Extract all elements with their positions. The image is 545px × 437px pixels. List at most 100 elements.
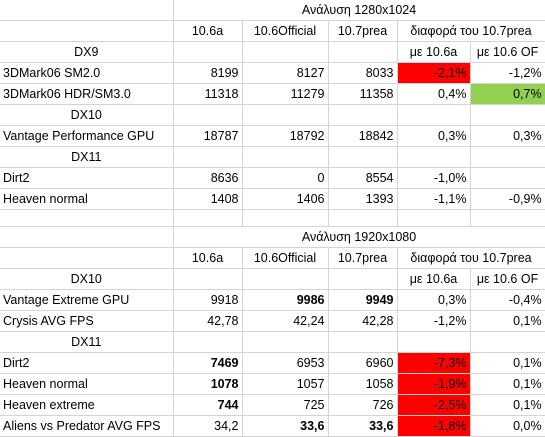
- value-10-7prea[interactable]: 8033: [328, 62, 398, 84]
- cell[interactable]: [173, 331, 243, 353]
- row-name[interactable]: Dirt2: [0, 352, 174, 374]
- value-10-6official[interactable]: 725: [242, 394, 329, 416]
- group-label-dx11[interactable]: DX11: [0, 331, 174, 353]
- value-10-6a[interactable]: 7469: [173, 352, 243, 374]
- cell[interactable]: [0, 20, 174, 42]
- col-header-difference[interactable]: διαφορά του 10.7prea: [397, 247, 545, 269]
- value-10-6official[interactable]: 0: [242, 167, 329, 189]
- row-name[interactable]: Vantage Performance GPU: [0, 125, 174, 147]
- cell[interactable]: [328, 104, 398, 126]
- diff-vs-10-6of[interactable]: 0,1%: [470, 394, 545, 416]
- row-name[interactable]: 3DMark06 HDR/SM3.0: [0, 83, 174, 105]
- section2-title[interactable]: Ανάλυση 1920x1080: [173, 226, 545, 248]
- cell[interactable]: [470, 146, 545, 168]
- value-10-7prea[interactable]: 1058: [328, 373, 398, 395]
- cell[interactable]: [328, 146, 398, 168]
- cell[interactable]: [397, 209, 471, 227]
- cell[interactable]: [397, 104, 471, 126]
- diff-vs-10-6a[interactable]: -1,2%: [397, 310, 471, 332]
- value-10-6official[interactable]: 8127: [242, 62, 329, 84]
- cell[interactable]: [397, 146, 471, 168]
- diff-vs-10-6of[interactable]: -0,9%: [470, 188, 545, 210]
- value-10-7prea[interactable]: 11358: [328, 83, 398, 105]
- diff-vs-10-6of[interactable]: 0,7%: [470, 83, 545, 105]
- value-10-6a[interactable]: 11318: [173, 83, 243, 105]
- cell[interactable]: [173, 104, 243, 126]
- diff-vs-10-6a[interactable]: -1,9%: [397, 373, 471, 395]
- col-header-10-7prea[interactable]: 10.7prea: [328, 247, 398, 269]
- cell[interactable]: [173, 41, 243, 63]
- cell[interactable]: [242, 146, 329, 168]
- value-10-6official[interactable]: 1406: [242, 188, 329, 210]
- value-10-7prea[interactable]: 18842: [328, 125, 398, 147]
- diff-vs-10-6a[interactable]: -2,1%: [397, 62, 471, 84]
- diff-vs-10-6of[interactable]: -1,2%: [470, 62, 545, 84]
- value-10-6a[interactable]: 42,78: [173, 310, 243, 332]
- diff-vs-10-6of[interactable]: 0,1%: [470, 352, 545, 374]
- group-label-dx10[interactable]: DX10: [0, 268, 174, 290]
- cell[interactable]: [0, 0, 174, 21]
- diff-vs-10-6of[interactable]: -0,4%: [470, 289, 545, 311]
- sub-header-vs-10-6a[interactable]: με 10.6a: [397, 268, 471, 290]
- value-10-6a[interactable]: 1078: [173, 373, 243, 395]
- value-10-6a[interactable]: 8636: [173, 167, 243, 189]
- cell[interactable]: [470, 331, 545, 353]
- diff-vs-10-6of[interactable]: 0,1%: [470, 310, 545, 332]
- row-name[interactable]: Crysis AVG FPS: [0, 310, 174, 332]
- cell[interactable]: [328, 41, 398, 63]
- value-10-6official[interactable]: 33,6: [242, 415, 329, 437]
- diff-vs-10-6a[interactable]: -2,5%: [397, 394, 471, 416]
- col-header-10-6a[interactable]: 10.6a: [173, 247, 243, 269]
- value-10-6official[interactable]: 6953: [242, 352, 329, 374]
- value-10-6a[interactable]: 34,2: [173, 415, 243, 437]
- value-10-7prea[interactable]: 6960: [328, 352, 398, 374]
- value-10-6a[interactable]: 744: [173, 394, 243, 416]
- cell[interactable]: [397, 331, 471, 353]
- row-name[interactable]: Heaven extreme: [0, 394, 174, 416]
- cell[interactable]: [242, 209, 329, 227]
- col-header-difference[interactable]: διαφορά του 10.7prea: [397, 20, 545, 42]
- value-10-6a[interactable]: 1408: [173, 188, 243, 210]
- cell[interactable]: [0, 209, 174, 227]
- cell[interactable]: [328, 268, 398, 290]
- diff-vs-10-6of[interactable]: 0,1%: [470, 373, 545, 395]
- value-10-7prea[interactable]: 9949: [328, 289, 398, 311]
- diff-vs-10-6a[interactable]: -1,0%: [397, 167, 471, 189]
- value-10-7prea[interactable]: 42,28: [328, 310, 398, 332]
- cell[interactable]: [470, 104, 545, 126]
- col-header-10-7prea[interactable]: 10.7prea: [328, 20, 398, 42]
- col-header-10-6official[interactable]: 10.6Official: [242, 20, 329, 42]
- cell[interactable]: [242, 41, 329, 63]
- diff-vs-10-6a[interactable]: -7,3%: [397, 352, 471, 374]
- value-10-6a[interactable]: 9918: [173, 289, 243, 311]
- cell[interactable]: [328, 209, 398, 227]
- diff-vs-10-6a[interactable]: -1,8%: [397, 415, 471, 437]
- diff-vs-10-6of[interactable]: [470, 167, 545, 189]
- value-10-7prea[interactable]: 8554: [328, 167, 398, 189]
- value-10-7prea[interactable]: 726: [328, 394, 398, 416]
- diff-vs-10-6of[interactable]: 0,0%: [470, 415, 545, 437]
- col-header-10-6a[interactable]: 10.6a: [173, 20, 243, 42]
- group-label-dx11[interactable]: DX11: [0, 146, 174, 168]
- diff-vs-10-6a[interactable]: -1,1%: [397, 188, 471, 210]
- cell[interactable]: [173, 209, 243, 227]
- cell[interactable]: [242, 331, 329, 353]
- diff-vs-10-6a[interactable]: 0,3%: [397, 125, 471, 147]
- value-10-7prea[interactable]: 33,6: [328, 415, 398, 437]
- diff-vs-10-6a[interactable]: 0,3%: [397, 289, 471, 311]
- row-name[interactable]: Dirt2: [0, 167, 174, 189]
- value-10-6official[interactable]: 11279: [242, 83, 329, 105]
- sub-header-vs-10-6a[interactable]: με 10.6a: [397, 41, 471, 63]
- cell[interactable]: [470, 209, 545, 227]
- sub-header-vs-10-6of[interactable]: με 10.6 OF: [470, 41, 545, 63]
- group-label-dx9[interactable]: DX9: [0, 41, 174, 63]
- cell[interactable]: [0, 226, 174, 248]
- value-10-6a[interactable]: 18787: [173, 125, 243, 147]
- value-10-6official[interactable]: 18792: [242, 125, 329, 147]
- row-name[interactable]: Aliens vs Predator AVG FPS: [0, 415, 174, 437]
- value-10-7prea[interactable]: 1393: [328, 188, 398, 210]
- row-name[interactable]: 3DMark06 SM2.0: [0, 62, 174, 84]
- row-name[interactable]: Vantage Extreme GPU: [0, 289, 174, 311]
- value-10-6official[interactable]: 9986: [242, 289, 329, 311]
- value-10-6a[interactable]: 8199: [173, 62, 243, 84]
